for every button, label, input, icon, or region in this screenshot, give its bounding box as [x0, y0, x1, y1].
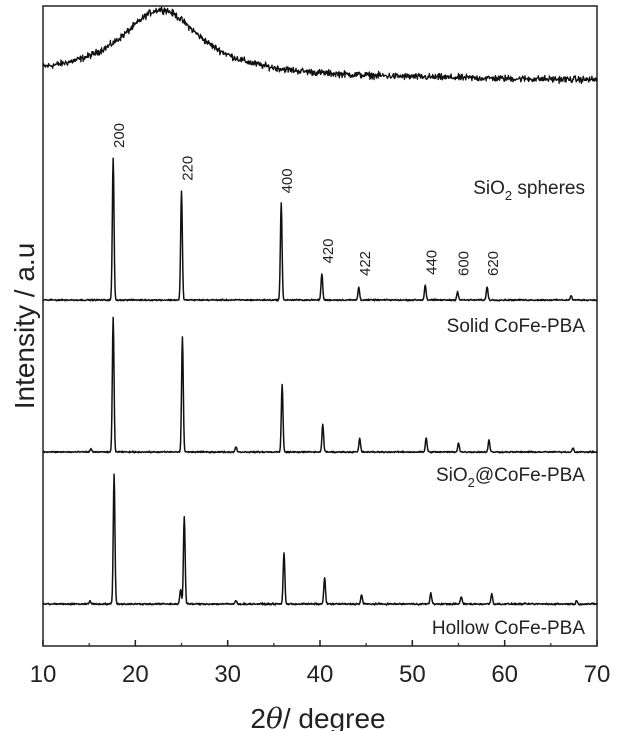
- trace-label-sio2-cofe-pba: SiO2@CoFe-PBA: [436, 465, 585, 490]
- x-tick-label-30: 30: [214, 661, 241, 688]
- x-tick-label-70: 70: [584, 661, 611, 688]
- series-line-2: [42, 157, 598, 302]
- series-line-1: [42, 6, 598, 85]
- trace-label-hollow-cofe-pba: Hollow CoFe-PBA: [432, 618, 585, 639]
- peak-label-440: 440: [423, 250, 440, 275]
- x-tick-label-10: 10: [30, 661, 57, 688]
- peak-label-200: 200: [111, 123, 128, 148]
- x-axis-label: 2θ/ degree: [250, 702, 385, 731]
- peak-label-422: 422: [357, 251, 374, 276]
- x-tick-label-50: 50: [399, 661, 426, 688]
- peak-label-620: 620: [485, 251, 502, 276]
- y-axis-label: Intensity / a.u: [9, 243, 40, 410]
- peak-label-group: 200 220 400 420 422 440 600 620: [111, 123, 502, 276]
- x-axis-ticks: 10 20 30 40 50 60 70: [30, 640, 611, 688]
- x-tick-label-60: 60: [491, 661, 518, 688]
- peak-label-220: 220: [180, 156, 197, 181]
- x-tick-label-20: 20: [122, 661, 149, 688]
- trace-group: [42, 6, 598, 606]
- peak-label-420: 420: [320, 238, 337, 263]
- series-line-3: [42, 316, 598, 454]
- peak-label-400: 400: [279, 168, 296, 193]
- x-tick-label-40: 40: [307, 661, 334, 688]
- series-line-4: [42, 473, 598, 606]
- trace-label-solid-cofe-pba: Solid CoFe-PBA: [447, 316, 586, 337]
- peak-label-600: 600: [456, 251, 473, 276]
- trace-label-sio2-spheres: SiO2 spheres: [473, 178, 585, 203]
